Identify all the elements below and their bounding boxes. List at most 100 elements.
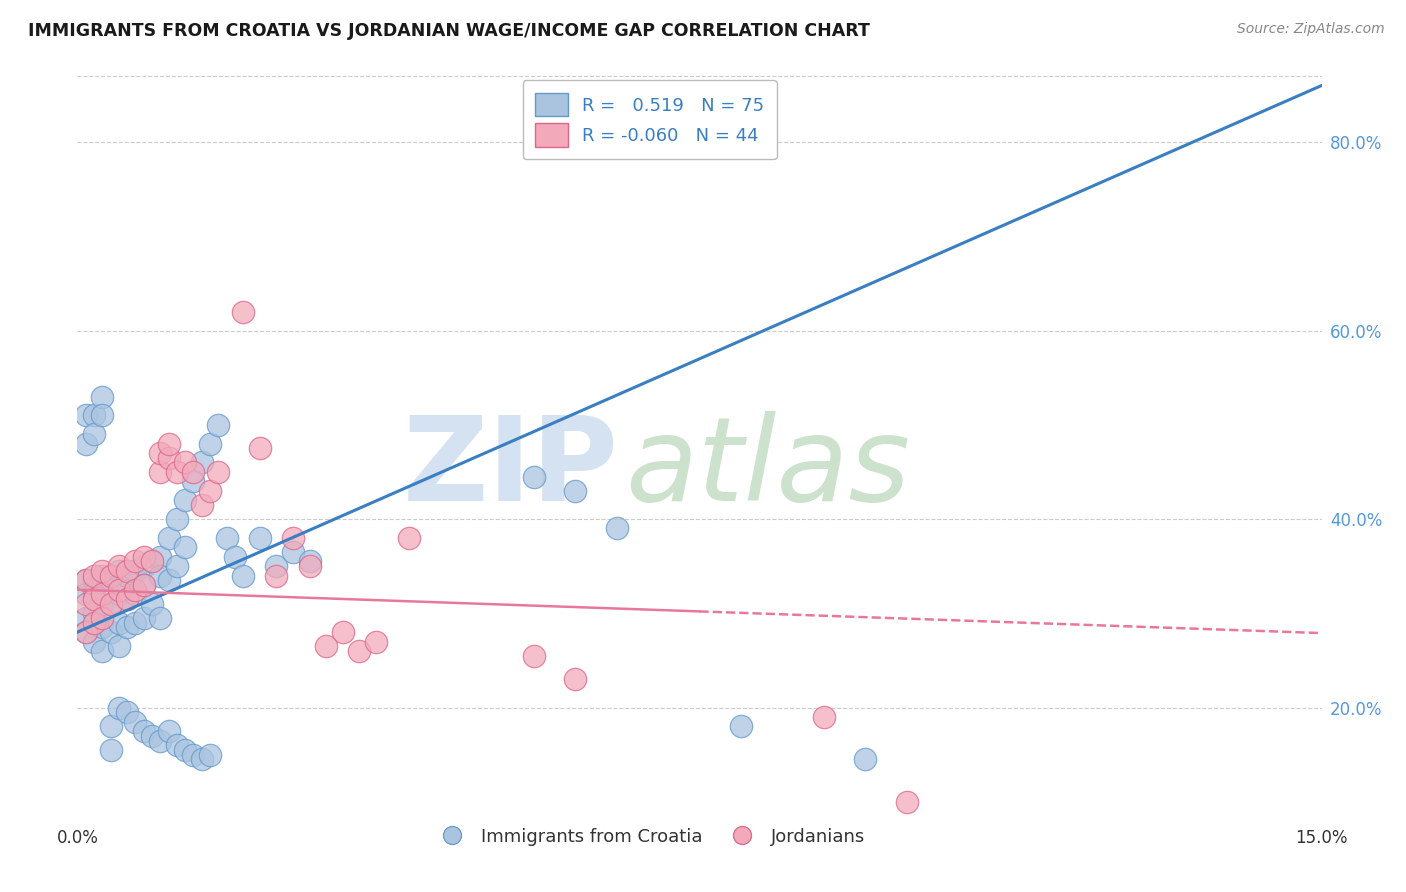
Point [174, 743, 197, 757]
Point [215, 531, 238, 545]
Point [100, 743, 122, 757]
Point [198, 483, 221, 498]
Point [83, 615, 105, 630]
Point [190, 498, 214, 512]
Point [107, 582, 129, 597]
Point [157, 724, 180, 739]
Point [183, 475, 205, 489]
Point [75, 611, 97, 625]
Point [183, 747, 205, 762]
Point [730, 719, 752, 733]
Point [349, 644, 371, 658]
Point [190, 752, 214, 766]
Point [100, 597, 122, 611]
Point [166, 738, 188, 752]
Point [107, 640, 129, 654]
Point [174, 493, 197, 508]
Point [298, 554, 321, 568]
Point [107, 700, 129, 714]
Point [249, 442, 271, 456]
Point [157, 574, 180, 588]
Point [896, 795, 918, 809]
Point [190, 455, 214, 469]
Point [91, 597, 114, 611]
Point [564, 673, 586, 687]
Point [132, 578, 155, 592]
Point [91, 568, 114, 582]
Point [224, 549, 246, 564]
Point [115, 568, 138, 582]
Point [207, 465, 229, 479]
Point [141, 597, 163, 611]
Point [83, 568, 105, 582]
Point [124, 554, 146, 568]
Point [124, 587, 146, 601]
Point [75, 587, 97, 601]
Point [75, 574, 97, 588]
Point [364, 634, 387, 648]
Point [107, 587, 129, 601]
Point [91, 409, 114, 423]
Point [107, 559, 129, 574]
Point [281, 531, 304, 545]
Point [166, 559, 188, 574]
Point [75, 625, 97, 640]
Point [100, 625, 122, 640]
Point [100, 719, 122, 733]
Point [115, 620, 138, 634]
Point [132, 578, 155, 592]
Point [149, 611, 172, 625]
Point [124, 564, 146, 578]
Point [107, 564, 129, 578]
Point [249, 531, 271, 545]
Point [83, 607, 105, 621]
Text: Source: ZipAtlas.com: Source: ZipAtlas.com [1237, 22, 1385, 37]
Point [141, 554, 163, 568]
Point [166, 465, 188, 479]
Point [149, 446, 172, 460]
Point [266, 559, 288, 574]
Point [149, 465, 172, 479]
Point [523, 648, 546, 663]
Point [174, 541, 197, 555]
Point [813, 710, 835, 724]
Point [100, 574, 122, 588]
Point [132, 724, 155, 739]
Point [266, 568, 288, 582]
Point [83, 634, 105, 648]
Point [75, 625, 97, 640]
Point [91, 620, 114, 634]
Point [100, 568, 122, 582]
Point [174, 455, 197, 469]
Point [606, 521, 628, 535]
Text: atlas: atlas [624, 411, 910, 525]
Point [166, 512, 188, 526]
Point [132, 559, 155, 574]
Point [198, 436, 221, 450]
Point [183, 465, 205, 479]
Point [75, 436, 97, 450]
Point [298, 559, 321, 574]
Text: ZIP: ZIP [402, 411, 619, 526]
Point [124, 615, 146, 630]
Point [91, 564, 114, 578]
Point [149, 733, 172, 747]
Point [523, 469, 546, 483]
Point [100, 597, 122, 611]
Point [149, 568, 172, 582]
Point [141, 554, 163, 568]
Point [132, 549, 155, 564]
Point [855, 752, 877, 766]
Point [91, 644, 114, 658]
Point [564, 483, 586, 498]
Point [115, 705, 138, 719]
Point [75, 409, 97, 423]
Point [115, 592, 138, 607]
Point [75, 574, 97, 588]
Point [149, 549, 172, 564]
Point [232, 568, 254, 582]
Point [198, 747, 221, 762]
Point [115, 592, 138, 607]
Point [124, 714, 146, 729]
Point [107, 615, 129, 630]
